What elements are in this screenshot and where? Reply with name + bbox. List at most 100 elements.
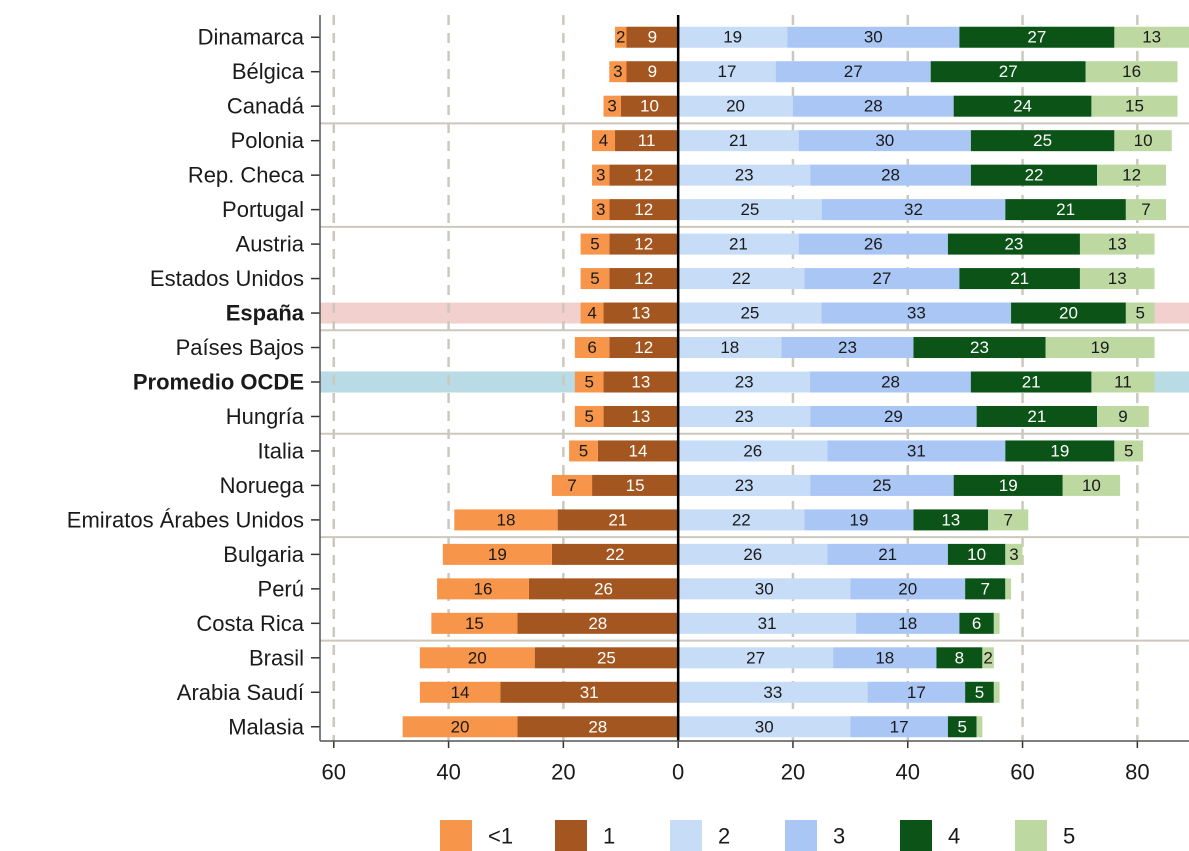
bar-segment bbox=[603, 371, 679, 393]
bar-segment bbox=[953, 95, 1092, 117]
bar-segment bbox=[609, 233, 679, 255]
bar-segment bbox=[930, 61, 1086, 83]
value-label: 10 bbox=[1082, 476, 1101, 495]
value-label: 13 bbox=[941, 510, 960, 529]
value-label: 6 bbox=[587, 338, 596, 357]
legend-label: 3 bbox=[833, 824, 845, 849]
value-label: 30 bbox=[875, 131, 894, 150]
value-label: 28 bbox=[881, 373, 900, 392]
bar-segment bbox=[592, 199, 610, 221]
value-label: 5 bbox=[590, 235, 599, 254]
bar-segment bbox=[678, 681, 868, 703]
bar-segment bbox=[580, 268, 610, 290]
value-label: 7 bbox=[1003, 510, 1012, 529]
x-tick-label: 60 bbox=[1010, 760, 1034, 785]
x-tick-label: 0 bbox=[672, 760, 684, 785]
bar-segment bbox=[850, 578, 966, 600]
bar-segment bbox=[1097, 405, 1149, 427]
x-tick-label: 80 bbox=[1125, 760, 1149, 785]
value-label: 12 bbox=[634, 200, 653, 219]
value-label: 6 bbox=[972, 614, 981, 633]
bar-segment bbox=[965, 578, 1006, 600]
value-label: 26 bbox=[594, 579, 613, 598]
bar-segment bbox=[850, 716, 948, 738]
category-label: Polonia bbox=[231, 128, 305, 153]
bar-segment bbox=[678, 199, 822, 221]
value-label: 11 bbox=[1114, 373, 1132, 392]
value-label: 13 bbox=[631, 373, 650, 392]
bar-segment bbox=[574, 405, 604, 427]
legend-label: <1 bbox=[488, 824, 513, 849]
bar-segment bbox=[603, 405, 679, 427]
value-label: 28 bbox=[588, 614, 607, 633]
category-label: Hungría bbox=[226, 404, 305, 429]
value-label: 21 bbox=[1010, 269, 1029, 288]
value-label: 14 bbox=[629, 441, 648, 460]
bar-segment bbox=[1091, 95, 1178, 117]
bar-segment bbox=[867, 681, 966, 703]
category-label: Países Bajos bbox=[176, 335, 304, 360]
bar-segment bbox=[827, 440, 1006, 462]
bar-segment bbox=[574, 337, 610, 359]
bar-segment bbox=[792, 95, 954, 117]
bar-segment bbox=[959, 26, 1115, 48]
value-label: 20 bbox=[468, 648, 487, 667]
value-label: 17 bbox=[907, 683, 926, 702]
value-label: 3 bbox=[596, 166, 605, 185]
value-label: 23 bbox=[735, 476, 754, 495]
bar-segment bbox=[1005, 440, 1115, 462]
bar-segment bbox=[993, 612, 1000, 634]
bar-segment bbox=[678, 647, 834, 669]
category-label: Portugal bbox=[222, 197, 304, 222]
bar-segment bbox=[678, 509, 805, 531]
value-label: 10 bbox=[967, 545, 986, 564]
value-label: 30 bbox=[755, 717, 774, 736]
bar-segment bbox=[781, 337, 914, 359]
bar-segment bbox=[678, 371, 811, 393]
bar-segment bbox=[1005, 543, 1023, 565]
bar-segment bbox=[810, 405, 977, 427]
value-label: 25 bbox=[872, 476, 891, 495]
bar-segment bbox=[678, 578, 851, 600]
bar-segment bbox=[615, 26, 627, 48]
bar-segment bbox=[1091, 371, 1155, 393]
bar-segment bbox=[1114, 26, 1189, 48]
bar-segment bbox=[1114, 440, 1144, 462]
value-label: 23 bbox=[1004, 235, 1023, 254]
value-label: 21 bbox=[729, 131, 748, 150]
value-label: 3 bbox=[613, 62, 622, 81]
value-label: 18 bbox=[497, 510, 516, 529]
bar-segment bbox=[856, 612, 960, 634]
value-label: 15 bbox=[1125, 97, 1144, 116]
value-label: 30 bbox=[755, 579, 774, 598]
value-label: 27 bbox=[999, 62, 1018, 81]
bar-segment bbox=[431, 612, 518, 634]
value-label: 3 bbox=[1009, 545, 1018, 564]
value-label: 3 bbox=[596, 200, 605, 219]
bar-segment bbox=[936, 647, 983, 669]
bar-segment bbox=[913, 509, 989, 531]
bar-segment bbox=[798, 130, 971, 152]
value-label: 21 bbox=[608, 510, 627, 529]
legend-swatch bbox=[900, 820, 932, 851]
category-label: España bbox=[226, 301, 305, 326]
bar-segment bbox=[959, 268, 1080, 290]
bar-segment bbox=[678, 543, 828, 565]
value-label: 21 bbox=[1027, 407, 1046, 426]
bar-segment bbox=[947, 716, 977, 738]
bar-segment bbox=[609, 164, 679, 186]
category-label: Austria bbox=[236, 232, 305, 257]
value-label: 31 bbox=[907, 441, 926, 460]
value-label: 27 bbox=[872, 269, 891, 288]
bar-segment bbox=[959, 612, 994, 634]
bar-segment bbox=[976, 716, 983, 738]
bar-segment bbox=[678, 302, 822, 324]
bar-segment bbox=[615, 130, 679, 152]
value-label: 13 bbox=[631, 304, 650, 323]
category-label: Brasil bbox=[249, 645, 304, 670]
bar-segment bbox=[678, 405, 811, 427]
value-label: 19 bbox=[1050, 441, 1069, 460]
legend-label: 4 bbox=[948, 824, 960, 849]
value-label: 13 bbox=[1108, 235, 1127, 254]
